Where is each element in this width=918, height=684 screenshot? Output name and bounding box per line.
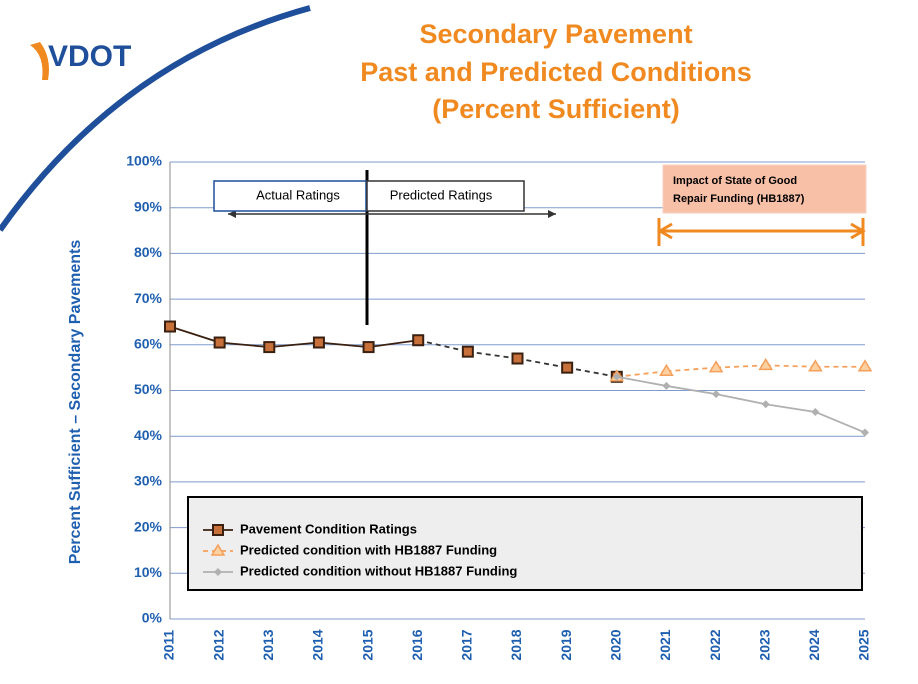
title: (Percent Sufficient) — [432, 94, 680, 124]
marker — [412, 334, 425, 347]
line-segment — [418, 339, 469, 353]
annotation: Actual Ratings — [256, 187, 340, 202]
marker — [708, 360, 724, 373]
line-segment — [765, 364, 816, 368]
line-segment — [666, 385, 717, 396]
x-tick-label: 2023 — [756, 629, 772, 660]
y-tick-label: 90% — [134, 198, 163, 214]
legend-label: Pavement Condition Ratings — [240, 521, 417, 536]
line-segment — [716, 364, 766, 369]
annotation: Repair Funding (HB1887) — [673, 193, 805, 205]
x-tick-label: 2020 — [607, 629, 623, 660]
logo-mark — [30, 42, 49, 80]
x-tick-label: 2016 — [409, 629, 425, 660]
marker — [362, 341, 375, 354]
x-tick-label: 2024 — [806, 629, 822, 660]
x-tick-label: 2021 — [657, 629, 673, 660]
marker — [212, 524, 224, 536]
line-segment — [169, 325, 220, 344]
marker — [312, 336, 325, 349]
y-tick-label: 70% — [134, 290, 163, 306]
y-tick-label: 40% — [134, 427, 163, 443]
y-axis-label: Percent Sufficient – Secondary Pavements — [67, 240, 84, 565]
swoosh — [0, 5, 311, 232]
line-segment — [517, 357, 568, 369]
line-segment — [815, 411, 866, 434]
marker — [659, 363, 674, 377]
x-tick-label: 2025 — [856, 629, 872, 660]
marker — [612, 372, 621, 381]
y-tick-label: 100% — [126, 153, 162, 169]
marker — [210, 543, 226, 556]
x-tick-label: 2013 — [260, 629, 276, 660]
line-segment — [715, 393, 766, 406]
marker — [511, 352, 524, 365]
y-tick-label: 0% — [142, 610, 163, 626]
y-tick-label: 50% — [134, 381, 163, 397]
marker — [461, 345, 474, 358]
x-tick-label: 2018 — [508, 629, 524, 660]
line-segment — [566, 366, 617, 378]
line-segment — [765, 403, 816, 413]
legend-label: Predicted condition with HB1887 Funding — [240, 542, 497, 557]
annotation: Predicted Ratings — [390, 187, 493, 202]
marker — [861, 428, 869, 437]
line-segment — [269, 341, 320, 348]
marker — [857, 359, 873, 372]
marker — [214, 568, 222, 576]
marker — [213, 336, 226, 349]
x-tick-label: 2014 — [310, 629, 326, 660]
marker — [808, 359, 823, 372]
annotation-box — [366, 180, 525, 212]
y-tick-label: 60% — [134, 336, 163, 352]
legend — [187, 496, 863, 591]
x-tick-label: 2012 — [210, 629, 226, 660]
line-segment — [219, 341, 270, 348]
line-segment — [616, 375, 667, 387]
line-segment — [318, 341, 369, 348]
y-tick-label: 10% — [134, 564, 163, 580]
marker — [263, 341, 276, 354]
impact-box — [662, 164, 867, 214]
marker — [758, 357, 774, 371]
x-tick-label: 2019 — [558, 629, 574, 660]
annotation-box — [213, 180, 367, 212]
marker — [712, 390, 721, 399]
line-segment — [666, 366, 717, 373]
impact-arrow-bar — [657, 218, 866, 246]
x-tick-label: 2017 — [459, 629, 475, 660]
marker — [561, 361, 574, 374]
marker — [761, 400, 770, 409]
line-segment — [467, 350, 518, 360]
logo: VDOT — [48, 40, 131, 73]
marker — [811, 407, 820, 416]
marker — [164, 320, 176, 333]
x-tick-label: 2022 — [707, 629, 723, 660]
y-tick-label: 20% — [134, 518, 163, 534]
title: Secondary Pavement — [419, 19, 692, 49]
title: Past and Predicted Conditions — [360, 57, 752, 87]
y-tick-label: 80% — [134, 244, 163, 260]
x-tick-label: 2011 — [161, 630, 177, 661]
x-tick-label: 2015 — [359, 629, 375, 660]
line-segment — [368, 339, 419, 348]
line-segment — [616, 370, 667, 378]
annotation: Impact of State of Good — [673, 175, 797, 187]
legend-label: Predicted condition without HB1887 Fundi… — [240, 563, 517, 578]
marker — [662, 381, 671, 390]
y-tick-label: 30% — [134, 473, 163, 489]
